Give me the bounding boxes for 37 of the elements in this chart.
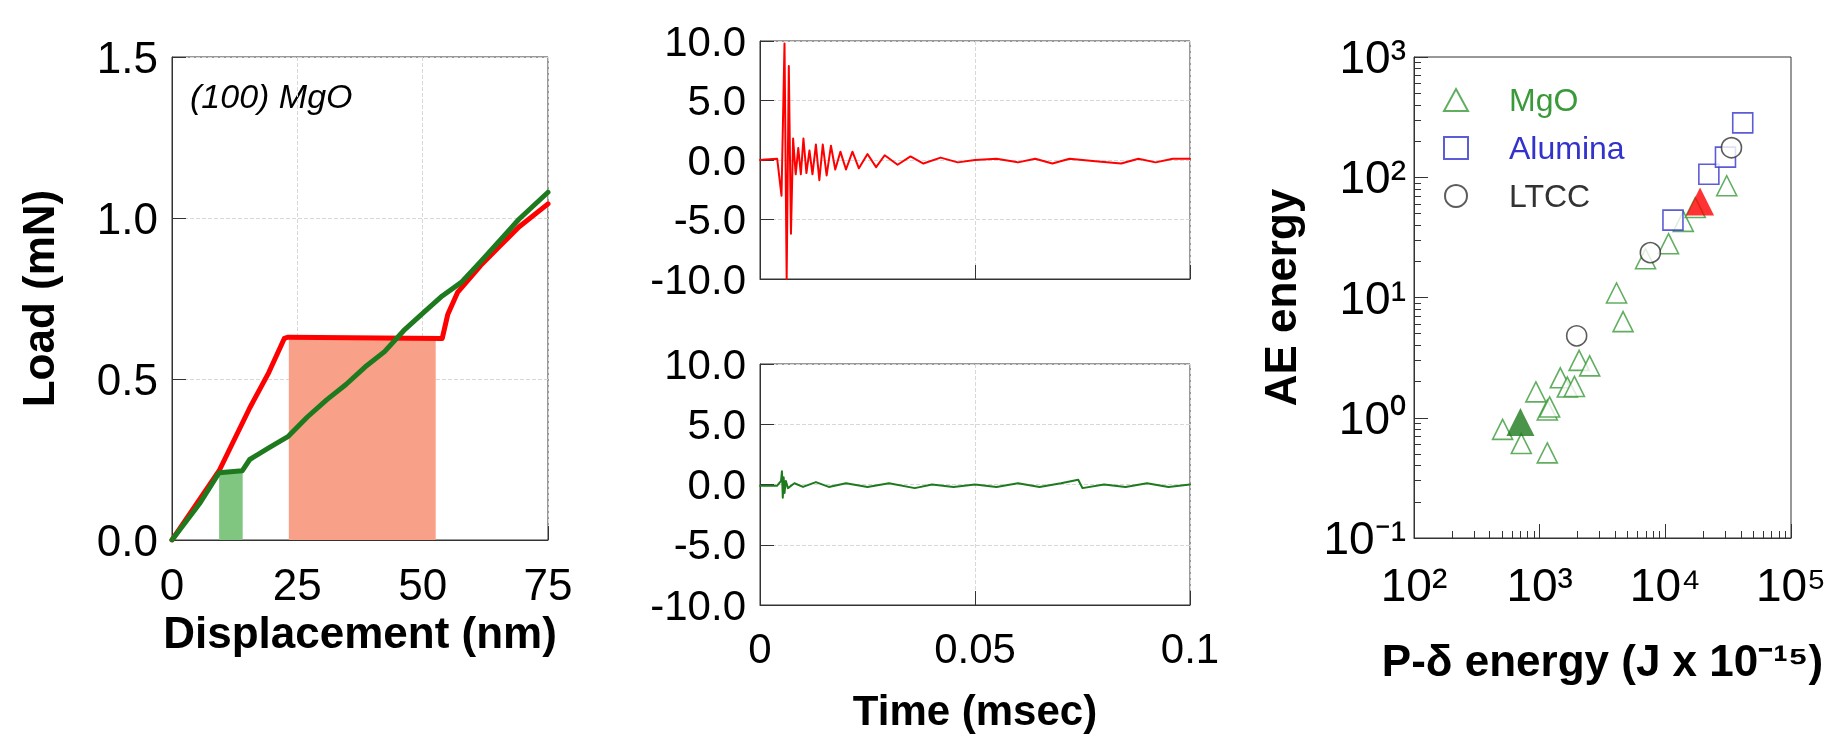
y-tick-label: 10⁰ (1338, 391, 1406, 444)
legend-label: MgO (1509, 82, 1579, 118)
x-tick-label: 10⁴ (1629, 559, 1701, 611)
x-tick-label: 0 (159, 559, 185, 609)
x-tick-label: 0 (748, 624, 772, 672)
y-tick-label: 10³ (1339, 31, 1406, 83)
y-tick-label: -10.0 (650, 255, 746, 303)
y-tick-label: 5.0 (687, 77, 746, 124)
y-tick-label: 10² (1339, 151, 1406, 204)
y-tick-label: 10.0 (664, 340, 746, 388)
x-tick-label: 0.1 (1160, 624, 1220, 672)
y-tick-label: 0.0 (96, 515, 158, 565)
y-tick-label: -5.0 (673, 521, 746, 569)
y-tick-label: 10.0 (664, 17, 746, 65)
annotation: (100) MgO (190, 77, 353, 115)
x-axis-title: Time (msec) (852, 686, 1098, 734)
y-tick-label: 1.0 (96, 193, 158, 243)
legend-label: LTCC (1509, 178, 1591, 214)
x-tick-label: 50 (398, 559, 448, 609)
y-axis-title: AE energy (1255, 188, 1305, 407)
y-tick-label: 0.0 (687, 136, 746, 184)
x-tick-label: 75 (523, 559, 573, 609)
y-axis-title: Load (mN) (13, 189, 63, 408)
legend-label: Alumina (1509, 130, 1625, 166)
y-tick-label: -5.0 (673, 196, 746, 243)
y-tick-label: 1.5 (96, 32, 158, 82)
x-tick-label: 10³ (1506, 559, 1573, 611)
y-tick-label: -10.0 (650, 581, 746, 629)
y-tick-label: 0.0 (687, 461, 746, 508)
y-tick-label: 0.5 (96, 354, 158, 404)
x-tick-label: 25 (272, 559, 322, 609)
x-axis-title: P-δ energy (J x 10⁻¹⁵) (1381, 635, 1824, 685)
x-tick-label: 10⁵ (1755, 559, 1827, 611)
y-tick-label: 10¹ (1339, 271, 1406, 324)
y-tick-label: 5.0 (687, 400, 746, 448)
x-axis-title: Displacement (nm) (163, 608, 557, 658)
x-tick-label: 0.05 (934, 624, 1016, 672)
